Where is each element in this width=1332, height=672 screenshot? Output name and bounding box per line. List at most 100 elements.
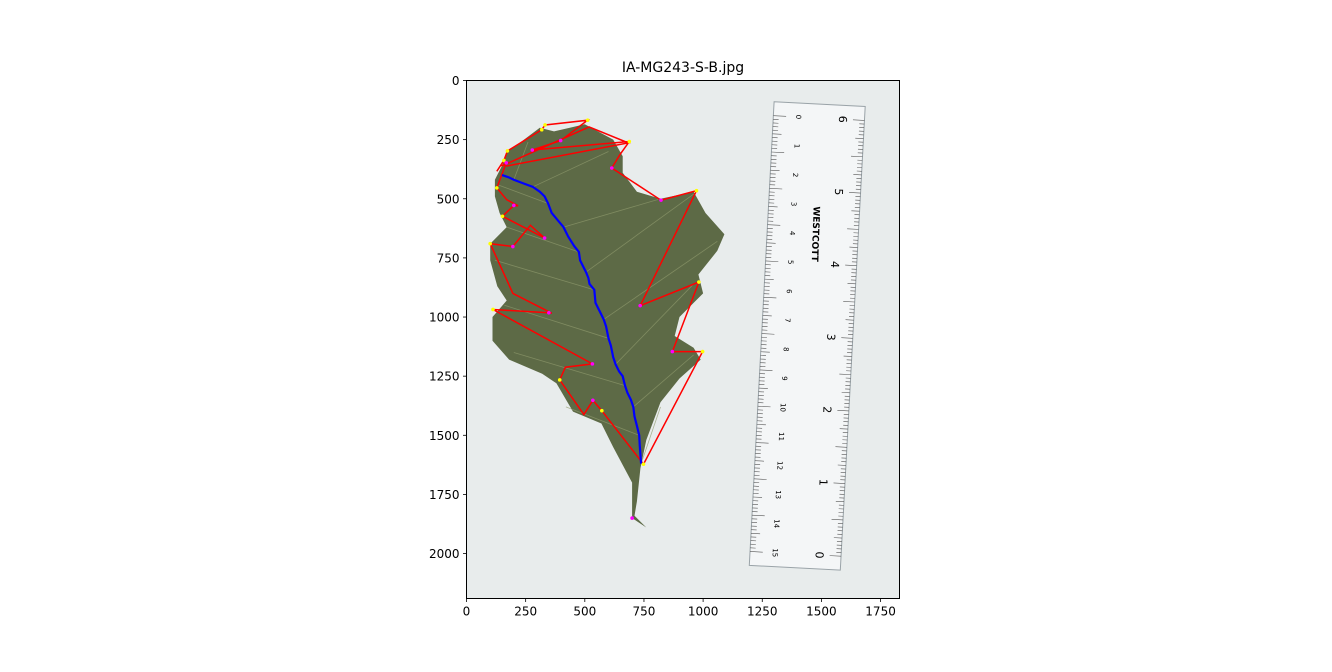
sinus-point [609, 166, 614, 170]
ruler-cm-label: 6 [785, 289, 793, 294]
x-tick-label: 1000 [688, 605, 719, 619]
leaf-vein [565, 406, 640, 436]
ruler-cm-label: 12 [775, 461, 783, 470]
ruler-tick-cm [755, 442, 769, 444]
ruler-cm-label: 10 [778, 403, 786, 412]
hull-vertex-point [557, 378, 562, 382]
midrib-line [501, 174, 643, 464]
ruler-tick-inch [847, 228, 859, 230]
vertex-markers [488, 118, 705, 520]
ruler-cm-label: 13 [774, 490, 782, 499]
ruler-tick-cm [749, 551, 763, 553]
leaf-vein [640, 406, 661, 464]
x-axis: 0 250 500 750 1000 1250 1500 1750 [463, 598, 896, 619]
sinus-point [530, 148, 535, 152]
ruler-cm-label: 7 [783, 318, 791, 323]
y-tick-label: 0 [452, 74, 460, 88]
ruler-tick-cm [753, 478, 767, 480]
sinus-point [630, 516, 634, 520]
sinus-point [512, 203, 516, 208]
y-tick-label: 1250 [429, 370, 460, 384]
y-tick-label: 2000 [429, 547, 460, 561]
ruler-inch-label: 6 [836, 115, 849, 122]
ruler-inch-label: 3 [824, 333, 837, 340]
ruler-tick-cm [761, 333, 775, 335]
ruler-cm-label: 8 [782, 347, 790, 352]
ruler-tick-inch [849, 192, 861, 194]
ruler-inch-label: 1 [816, 479, 829, 486]
hull-vertex-point [494, 186, 499, 190]
ruler-inch-label: 5 [832, 188, 845, 195]
hull-vertex-point [505, 149, 510, 153]
y-tick-label: 1000 [429, 311, 460, 325]
hull-vertex-point [543, 123, 547, 127]
leaf-vein [513, 352, 626, 387]
ruler-body [748, 101, 866, 571]
ruler-tick-inch [839, 373, 851, 375]
hull-vertex-point [491, 307, 495, 312]
ruler-tick-inch [831, 518, 844, 521]
y-tick-label: 1500 [429, 429, 460, 443]
x-tick-label: 1500 [806, 605, 837, 619]
ruler-tick-cm [765, 260, 779, 262]
hull-vertex-point [697, 280, 701, 284]
hull-vertex-point [694, 188, 699, 193]
sinus-point [590, 362, 595, 366]
ruler-tick-inch [837, 410, 849, 412]
axes-frame [466, 80, 900, 599]
ruler-inch-label: 0 [812, 551, 825, 558]
x-tick-label: 500 [573, 605, 596, 619]
leaf-shape [490, 124, 725, 528]
ruler-tick-cm [751, 514, 765, 517]
ruler-tick-inch [835, 446, 847, 448]
y-tick-label: 250 [437, 133, 460, 147]
sinus-point [591, 398, 595, 403]
ruler-tick-cm [759, 369, 773, 371]
ruler-cm-label: 9 [780, 376, 788, 381]
x-tick-label: 1250 [747, 605, 778, 619]
hull-vertex-point [488, 241, 492, 246]
ruler-cm-label: 1 [792, 144, 800, 149]
ruler-tick-inch [829, 555, 842, 557]
ruler-tick-inch [845, 264, 857, 266]
ruler-tick-inch [852, 119, 865, 121]
leaf-vein [615, 283, 694, 365]
sinus-point [547, 310, 551, 315]
ruler-cm-label: 3 [789, 202, 797, 207]
sinus-point [638, 303, 642, 308]
leaf-vein [494, 259, 595, 291]
ruler-inch-label: 2 [820, 406, 833, 413]
ruler-tick-cm [769, 188, 783, 190]
leaf-vein [585, 193, 694, 273]
sinus-point [670, 349, 675, 354]
x-tick-label: 250 [514, 605, 537, 619]
ruler-tick-cm [767, 224, 781, 226]
y-tick-label: 500 [437, 192, 460, 206]
ruler-tick-cm [763, 296, 777, 299]
leaf-vein [513, 141, 529, 180]
y-axis: 0 250 500 750 1000 1250 1500 1750 2000 [429, 74, 467, 561]
chart-title: IA-MG243-S-B.jpg [622, 60, 744, 76]
hull-vertex-point [700, 349, 705, 354]
ruler-cm-label: 15 [771, 548, 779, 557]
leaf-vein [633, 354, 694, 408]
sinus-point [558, 138, 563, 143]
hull-outline-line [488, 119, 704, 466]
ruler-cm-label: 2 [791, 173, 799, 178]
ruler-brand-text: WESTCOTT [809, 206, 821, 263]
ruler-cm-label: 0 [794, 115, 802, 120]
ruler-tick-inch [841, 337, 853, 339]
sinus-point [511, 244, 515, 249]
y-tick-label: 1750 [429, 488, 460, 502]
ruler-tick-cm [773, 115, 787, 117]
ruler-tick-cm [757, 405, 771, 408]
hull-vertex-point [641, 462, 646, 466]
sinus-point [659, 198, 663, 202]
leaf-vein [563, 198, 661, 228]
leaf-vein [532, 151, 609, 188]
leaf-vein [497, 184, 549, 204]
ruler-tick-inch [851, 155, 863, 158]
leaf-vein [506, 226, 580, 253]
